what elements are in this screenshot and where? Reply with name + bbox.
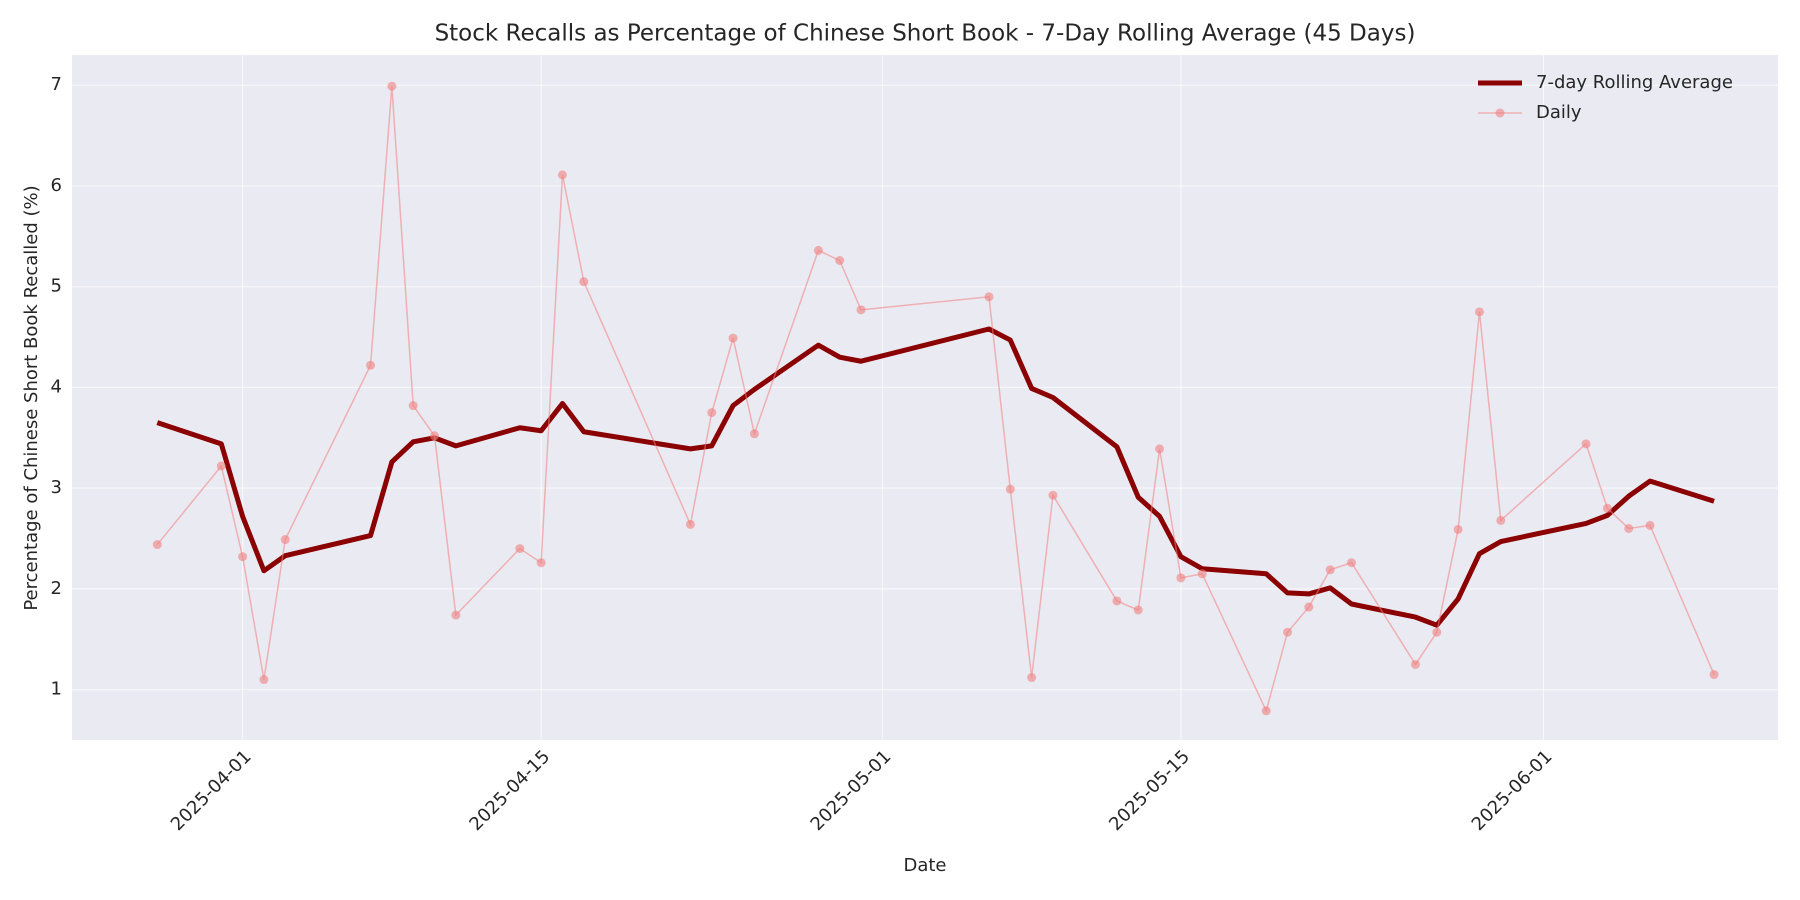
- data-point: [430, 431, 440, 441]
- data-point: [1197, 569, 1207, 579]
- data-point: [1155, 444, 1165, 454]
- data-point: [238, 552, 248, 562]
- y-tick-label: 7: [51, 74, 62, 95]
- x-tick-label: 2025-04-15: [465, 746, 554, 835]
- data-point: [579, 277, 589, 287]
- data-point: [1347, 558, 1356, 568]
- y-tick-label: 6: [51, 175, 62, 196]
- y-tick-label: 5: [51, 276, 62, 297]
- data-point: [1048, 490, 1058, 500]
- data-point: [1133, 605, 1143, 615]
- data-point: [1474, 307, 1484, 317]
- x-tick-label: 2025-05-01: [807, 746, 896, 835]
- plot-area: [72, 55, 1778, 740]
- data-point: [749, 429, 759, 439]
- data-point: [515, 544, 525, 554]
- chart-title: Stock Recalls as Percentage of Chinese S…: [435, 21, 1416, 47]
- data-point: [728, 333, 738, 343]
- y-axis-label: Percentage of Chinese Short Book Recalle…: [21, 185, 42, 610]
- legend-label: Daily: [1536, 102, 1582, 123]
- data-point: [216, 461, 226, 471]
- data-point: [856, 305, 866, 315]
- data-point: [1325, 565, 1335, 575]
- data-point: [1581, 439, 1591, 449]
- data-point: [1283, 627, 1293, 637]
- data-point: [557, 170, 567, 180]
- x-axis-label: Date: [903, 855, 946, 876]
- y-tick-label: 2: [51, 578, 62, 599]
- data-point: [1496, 515, 1506, 525]
- data-point: [1453, 524, 1463, 534]
- data-point: [1709, 670, 1719, 680]
- data-point: [1624, 523, 1634, 533]
- data-point: [366, 360, 376, 370]
- data-point: [280, 535, 290, 545]
- data-point: [1005, 484, 1015, 494]
- data-point: [387, 81, 397, 91]
- data-point: [813, 245, 823, 255]
- data-point: [1027, 673, 1037, 683]
- data-point: [685, 519, 695, 529]
- x-tick-label: 2025-05-15: [1105, 746, 1194, 835]
- data-point: [451, 610, 461, 620]
- data-point: [1432, 627, 1442, 637]
- legend-label: 7-day Rolling Average: [1536, 72, 1733, 93]
- data-point: [536, 558, 546, 568]
- data-point: [259, 675, 269, 685]
- data-point: [152, 540, 162, 550]
- x-tick-label: 2025-04-01: [167, 746, 256, 835]
- y-tick-label: 3: [51, 477, 62, 498]
- y-tick-label: 4: [51, 376, 62, 397]
- data-point: [408, 401, 418, 411]
- data-point: [1304, 602, 1314, 612]
- data-point: [984, 292, 994, 302]
- data-point: [1176, 573, 1186, 583]
- data-point: [1261, 706, 1271, 716]
- data-point: [835, 256, 845, 265]
- y-tick-label: 1: [51, 679, 62, 700]
- legend-marker: [1495, 108, 1505, 118]
- data-point: [1410, 659, 1420, 669]
- data-point: [1602, 503, 1612, 513]
- x-tick-label: 2025-06-01: [1468, 746, 1557, 835]
- data-point: [1645, 520, 1655, 530]
- data-point: [707, 408, 717, 418]
- series-line: [156, 326, 1715, 628]
- data-point: [1112, 596, 1122, 606]
